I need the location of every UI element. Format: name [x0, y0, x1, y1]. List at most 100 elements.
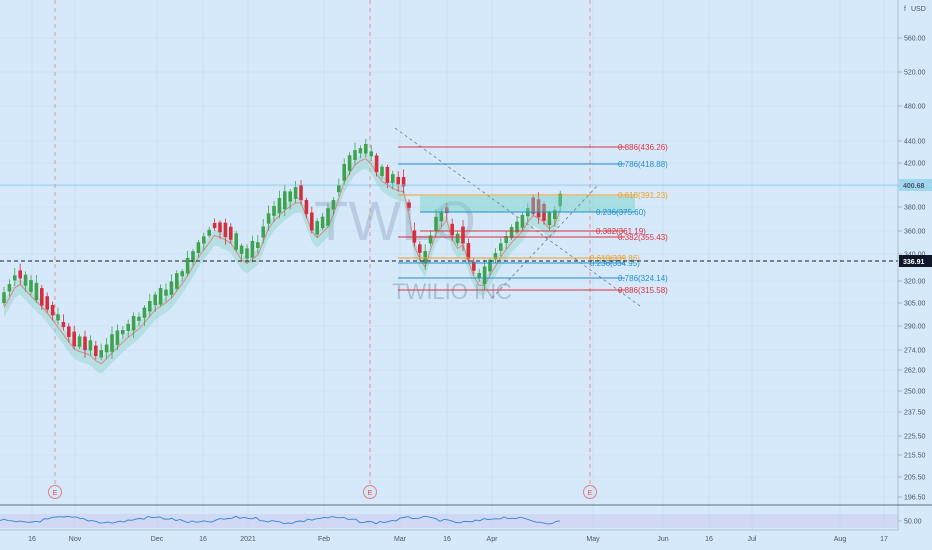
- x-tick-label: May: [586, 536, 600, 543]
- candle-body: [482, 266, 487, 285]
- candle-body: [18, 270, 22, 279]
- earnings-marker[interactable]: [363, 485, 377, 499]
- candle-body: [110, 334, 114, 352]
- candle-body: [369, 151, 373, 157]
- candle-body: [283, 191, 287, 210]
- y-tick-label: 196.50: [904, 495, 926, 502]
- candle-body: [34, 282, 39, 300]
- candle-body: [72, 331, 76, 347]
- candle-body: [293, 187, 298, 199]
- candle-body: [536, 199, 541, 218]
- y-tick-label: 560.00: [904, 36, 926, 43]
- y-tick-label: 250.00: [904, 389, 926, 396]
- candle-body: [164, 289, 168, 296]
- candle-body: [207, 229, 211, 236]
- fib-label: 0.886(436.26): [618, 143, 668, 152]
- y-tick-label: 420.00: [904, 161, 926, 168]
- candle-body: [277, 198, 282, 214]
- time-axis[interactable]: 16 Nov Dec 16 2021 Feb Mar 16 Apr May Jun 16 Jul Aug 1…: [0, 529, 898, 543]
- symbol-watermark: TWLO: [314, 189, 476, 252]
- trend-lines: [394, 127, 641, 307]
- x-tick-label: Apr: [487, 536, 499, 543]
- candle-body: [439, 212, 444, 222]
- candle-body: [347, 155, 352, 171]
- earnings-marker-label: E: [588, 490, 593, 497]
- oscillator-line: [0, 515, 561, 525]
- x-tick-label: 16: [705, 536, 713, 543]
- candle-body: [401, 177, 406, 187]
- candle-body: [391, 174, 395, 183]
- ma-band-fill: [4, 152, 561, 374]
- candle-body: [531, 197, 535, 214]
- fib-label: 0.886(315.58): [618, 286, 668, 295]
- reference-price-value: 336.91: [903, 259, 925, 266]
- y-tick-label: 290.00: [904, 324, 926, 331]
- candle-body: [412, 230, 417, 243]
- candle-body: [29, 280, 33, 292]
- candle-body: [499, 243, 503, 251]
- candle-body: [121, 330, 125, 335]
- candle-body: [13, 275, 17, 281]
- fib-label: 0.786(418.88): [618, 160, 668, 169]
- earnings-marker-label: E: [53, 490, 58, 497]
- fib-label: 0.236(334.95): [590, 259, 640, 268]
- candle-body: [115, 330, 120, 345]
- candle-body: [45, 296, 49, 310]
- candle-body: [104, 344, 109, 353]
- candle-body: [418, 244, 422, 253]
- candle-body: [142, 307, 147, 318]
- candle-body: [299, 185, 303, 201]
- candle-body: [450, 223, 454, 236]
- candle-body: [153, 294, 157, 306]
- earnings-marker[interactable]: [48, 485, 62, 499]
- candle-body: [385, 166, 390, 183]
- y-tick-label: 480.00: [904, 104, 926, 111]
- candle-body: [229, 226, 233, 240]
- candle-body: [50, 305, 55, 316]
- candle-body: [331, 200, 336, 210]
- candle-body: [509, 227, 514, 238]
- candle-body: [239, 245, 244, 254]
- candle-body: [131, 315, 136, 331]
- x-tick-label: Jun: [657, 536, 668, 543]
- candle-body: [407, 202, 411, 208]
- candle-body: [256, 242, 260, 248]
- x-tick-label: 2021: [240, 536, 256, 543]
- earnings-marker-label: E: [368, 490, 373, 497]
- y-tick-label: 237.50: [904, 410, 926, 417]
- candle-body: [547, 212, 552, 226]
- y-tick-label: 205.50: [904, 475, 926, 482]
- candle-body: [326, 208, 330, 226]
- fib-label: 0.382(361.19): [596, 227, 646, 236]
- candle-body: [520, 214, 525, 228]
- candle-body: [477, 272, 481, 278]
- candle-body: [364, 143, 368, 154]
- candle-body: [175, 273, 179, 289]
- candle-body: [272, 206, 276, 216]
- candle-body: [223, 222, 228, 238]
- candle-body: [428, 235, 433, 244]
- earnings-lines: [54, 0, 591, 485]
- candle-body: [212, 222, 217, 229]
- fib-label: 0.786(324.14): [618, 274, 668, 283]
- candle-body: [23, 274, 28, 286]
- candle-body: [185, 257, 190, 274]
- x-tick-label: 16: [28, 536, 36, 543]
- candle-body: [67, 326, 71, 338]
- earnings-marker[interactable]: [583, 485, 597, 499]
- reference-price-badge: 336.91: [899, 255, 932, 267]
- candle-body: [250, 240, 255, 258]
- y-tick-label: 380.00: [904, 205, 926, 212]
- candle-body: [472, 261, 476, 271]
- y-tick-label: 262.00: [904, 368, 926, 375]
- candle-body: [169, 281, 174, 295]
- earnings-markers[interactable]: E E E: [48, 485, 597, 499]
- candle-body: [434, 216, 438, 231]
- y-tick-label: 320.00: [904, 279, 926, 286]
- candle-body: [558, 193, 562, 207]
- resistance-zone: [420, 196, 635, 212]
- candle-body: [504, 236, 508, 244]
- candle-body: [315, 221, 319, 235]
- candle-body: [358, 148, 363, 154]
